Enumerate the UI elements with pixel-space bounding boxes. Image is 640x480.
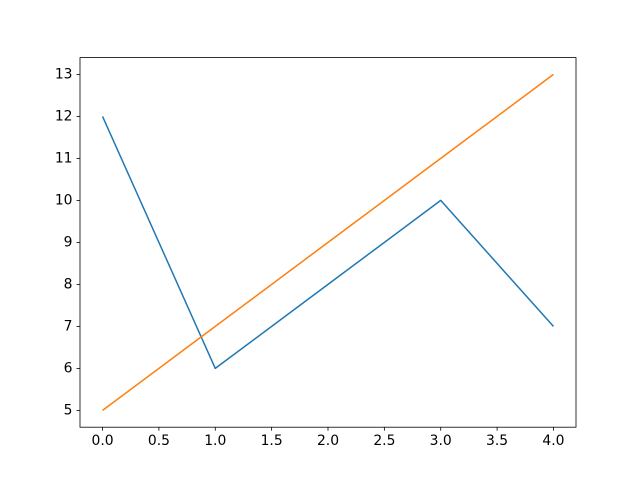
x-axis-tick-label: 0.0 <box>91 433 113 449</box>
y-axis-tick-label: 9 <box>64 234 73 250</box>
x-axis-tick-label: 4.0 <box>542 433 564 449</box>
line-series-2 <box>102 73 554 412</box>
y-axis-tick-label: 8 <box>64 276 73 292</box>
x-axis-tick-label: 1.0 <box>204 433 226 449</box>
y-axis-tick-label: 12 <box>55 108 73 124</box>
x-axis-tick-label: 0.5 <box>148 433 170 449</box>
y-axis-tick-label: 10 <box>55 192 73 208</box>
line-series-1 <box>101 116 555 370</box>
y-axis-tick-label: 13 <box>55 66 73 82</box>
x-axis-tick-label: 3.0 <box>430 433 452 449</box>
x-axis-tick-label: 2.0 <box>317 433 339 449</box>
x-axis-tick-label: 1.5 <box>261 433 283 449</box>
y-axis-tick-label: 5 <box>64 402 73 418</box>
y-axis-tick-label: 7 <box>64 318 73 334</box>
x-axis-tick-label: 2.5 <box>373 433 395 449</box>
y-axis-tick-label: 6 <box>64 360 73 376</box>
x-axis-tick-label: 3.5 <box>486 433 508 449</box>
y-axis-tick-label: 11 <box>55 150 73 166</box>
